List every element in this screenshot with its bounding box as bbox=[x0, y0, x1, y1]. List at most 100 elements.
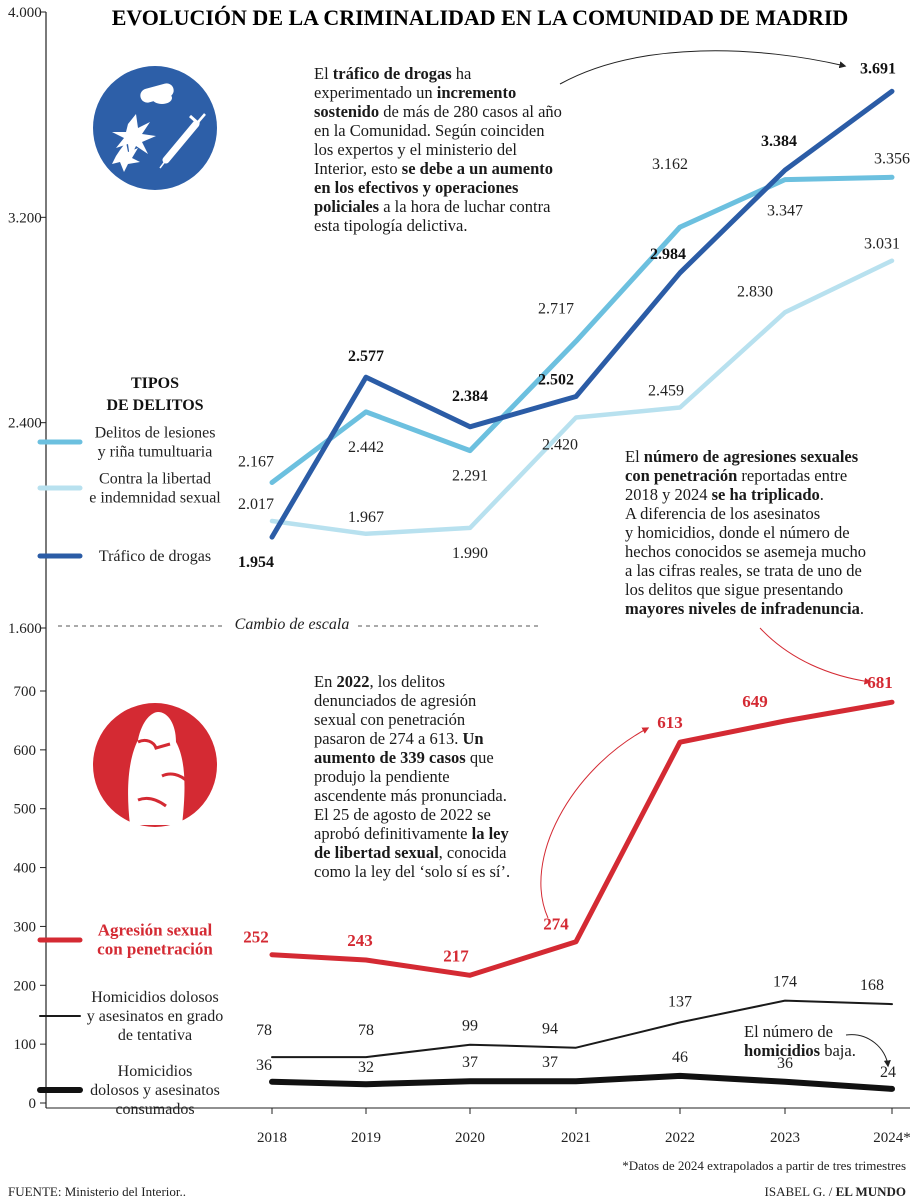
sexual-annotation-line-0: El número de agresiones sexuales bbox=[625, 447, 859, 466]
drugs-annotation-line-1: experimentado un incremento bbox=[314, 83, 517, 102]
drugs-annotation-line-0: El tráfico de drogas ha bbox=[314, 64, 472, 83]
x-tick-label-2: 2020 bbox=[455, 1130, 485, 1146]
data-label-libertad-0: 2.017 bbox=[238, 496, 274, 513]
credit-author: ISABEL G. / bbox=[765, 1184, 833, 1199]
data-label-homicidios-consumados-0: 36 bbox=[256, 1057, 272, 1074]
footnote: *Datos de 2024 extrapolados a partir de … bbox=[622, 1158, 906, 1173]
y-tick-label-bottom-2: 500 bbox=[14, 802, 37, 818]
y-tick-label-top-1: 3.200 bbox=[8, 210, 42, 226]
law-annotation-line-8: aprobó definitivamente la ley bbox=[314, 824, 509, 843]
chart-title: EVOLUCIÓN DE LA CRIMINALIDAD EN LA COMUN… bbox=[112, 5, 849, 30]
data-label-agresion-6: 681 bbox=[867, 673, 893, 692]
data-label-drogas-1: 2.577 bbox=[348, 348, 384, 365]
drugs-annotation-line-4: los expertos y el ministerio del bbox=[314, 140, 518, 159]
legend-label-1-0: Contra la libertad bbox=[99, 471, 211, 488]
data-label-lesiones-5: 3.347 bbox=[767, 203, 803, 220]
data-label-homicidios-consumados-1: 32 bbox=[358, 1059, 374, 1076]
law-annotation-line-1: denunciados de agresión bbox=[314, 691, 477, 710]
y-tick-label-top-3: 1.600 bbox=[8, 621, 42, 637]
credit: ISABEL G. / EL MUNDO bbox=[765, 1184, 906, 1199]
series-line-homicidios-consumados bbox=[269, 1072, 895, 1092]
sexual-annotation-arrow bbox=[759, 627, 872, 685]
data-label-lesiones-4: 3.162 bbox=[652, 156, 688, 173]
data-label-homicidios-tentativa-4: 137 bbox=[668, 993, 692, 1010]
data-label-lesiones-3: 2.717 bbox=[538, 300, 574, 317]
sexual-annotation-line-4: y homicidios, donde el número de bbox=[625, 523, 850, 542]
legend-label-0-0: Delitos de lesiones bbox=[95, 425, 216, 442]
data-label-homicidios-consumados-5: 36 bbox=[777, 1055, 793, 1072]
data-label-agresion-2: 217 bbox=[443, 946, 469, 965]
x-tick-label-4: 2022 bbox=[665, 1130, 695, 1146]
data-label-homicidios-tentativa-5: 174 bbox=[773, 974, 797, 991]
homicides-annotation-line-0: El número de bbox=[744, 1022, 833, 1041]
y-tick-label-bottom-3: 400 bbox=[14, 861, 37, 877]
y-axis-bottom: 700 600 500 400 300 200 100 0 bbox=[14, 684, 46, 1112]
data-label-libertad-6: 3.031 bbox=[864, 236, 900, 253]
x-axis: 2018 2019 2020 2021 2022 2023 2024* bbox=[257, 1108, 911, 1146]
law-annotation-line-0: En 2022, los delitos bbox=[314, 672, 446, 691]
data-label-homicidios-tentativa-3: 94 bbox=[542, 1021, 558, 1038]
data-label-homicidios-tentativa-2: 99 bbox=[462, 1018, 478, 1035]
legend-label-5-1: dolosos y asesinatos bbox=[90, 1082, 220, 1099]
drugs-annotation-line-8: esta tipología delictiva. bbox=[314, 216, 468, 235]
homicides-annotation-arrow bbox=[845, 1034, 891, 1068]
y-tick-label-bottom-7: 0 bbox=[29, 1096, 37, 1112]
drugs-annotation-line-2: sostenido de más de 280 casos al año bbox=[314, 102, 562, 121]
y-tick-label-bottom-4: 300 bbox=[14, 919, 37, 935]
y-tick-label-bottom-0: 700 bbox=[14, 684, 37, 700]
legend-label-1-1: e indemnidad sexual bbox=[89, 490, 221, 507]
drugs-annotation-arrow bbox=[559, 50, 847, 85]
legend: Delitos de lesiones y riña tumultuaria Con… bbox=[37, 425, 223, 1118]
law-annotation-line-6: ascendente más pronunciada. bbox=[314, 786, 507, 805]
sexual-annotation-line-1: con penetración reportadas entre bbox=[625, 466, 848, 485]
law-annotation-arrow bbox=[540, 727, 650, 919]
data-label-lesiones-2: 2.291 bbox=[452, 468, 488, 485]
data-label-homicidios-consumados-2: 37 bbox=[462, 1054, 478, 1071]
homicides-annotation-line-1: homicidios baja. bbox=[744, 1041, 856, 1060]
law-annotation: En 2022, los delitos denunciados de agres… bbox=[314, 672, 554, 881]
legend-label-3-0: Agresión sexual bbox=[98, 921, 213, 940]
drugs-annotation-line-6: en los efectivos y operaciones bbox=[314, 178, 519, 197]
drugs-annotation: El tráfico de drogas ha experimentado un … bbox=[314, 64, 614, 235]
y-axis-top: 4.000 3.200 2.400 1.600 bbox=[8, 5, 46, 637]
x-tick-label-6: 2024* bbox=[873, 1130, 911, 1146]
data-label-drogas-4: 2.984 bbox=[650, 246, 686, 263]
drugs-icon bbox=[93, 66, 217, 190]
data-label-agresion-3: 274 bbox=[543, 915, 569, 934]
y-tick-label-bottom-5: 200 bbox=[14, 978, 37, 994]
legend-heading-line-1: TIPOS bbox=[131, 375, 179, 392]
law-annotation-line-2: sexual con penetración bbox=[314, 710, 466, 729]
data-label-homicidios-consumados-6: 24 bbox=[880, 1064, 896, 1081]
y-tick-label-bottom-1: 600 bbox=[14, 743, 37, 759]
x-tick-label-0: 2018 bbox=[257, 1130, 287, 1146]
data-label-agresion-1: 243 bbox=[347, 931, 373, 950]
data-label-agresion-4: 613 bbox=[657, 713, 683, 732]
sexual-annotation: El número de agresiones sexuales con pene… bbox=[625, 447, 915, 618]
data-labels: 2.167 2.442 2.291 2.717 3.162 3.347 3.356 2.017… bbox=[238, 60, 910, 1081]
data-label-lesiones-1: 2.442 bbox=[348, 439, 384, 456]
law-annotation-line-4: aumento de 339 casos que bbox=[314, 748, 494, 767]
law-annotation-line-3: pasaron de 274 a 613. Un bbox=[314, 729, 484, 748]
law-annotation-line-9: de libertad sexual, conocida bbox=[314, 843, 507, 862]
legend-label-3-1: con penetración bbox=[97, 940, 213, 959]
law-annotation-line-5: produjo la pendiente bbox=[314, 767, 450, 786]
data-label-drogas-6: 3.691 bbox=[860, 60, 896, 77]
series-lines bbox=[269, 88, 895, 1092]
data-label-libertad-4: 2.459 bbox=[648, 383, 684, 400]
law-annotation-line-10: como la ley del ‘solo sí es sí’. bbox=[314, 862, 511, 881]
legend-label-4-2: de tentativa bbox=[118, 1027, 192, 1044]
legend-label-2-0: Tráfico de drogas bbox=[99, 548, 211, 565]
source: FUENTE: Ministerio del Interior.. bbox=[8, 1184, 186, 1199]
data-label-libertad-1: 1.967 bbox=[348, 509, 384, 526]
x-tick-label-1: 2019 bbox=[351, 1130, 381, 1146]
legend-label-4-0: Homicidios dolosos bbox=[91, 989, 219, 1006]
series-line-agresion bbox=[269, 699, 895, 978]
legend-label-4-1: y asesinatos en grado bbox=[87, 1008, 223, 1025]
data-label-homicidios-tentativa-0: 78 bbox=[256, 1022, 272, 1039]
series-line-homicidios-tentativa bbox=[271, 999, 893, 1059]
data-label-lesiones-0: 2.167 bbox=[238, 453, 274, 470]
sexual-annotation-line-7: los delitos que sigue presentando bbox=[625, 580, 844, 599]
drugs-annotation-line-3: en la Comunidad. Según coinciden bbox=[314, 121, 545, 140]
sexual-annotation-line-3: A diferencia de los asesinatos bbox=[625, 504, 821, 523]
